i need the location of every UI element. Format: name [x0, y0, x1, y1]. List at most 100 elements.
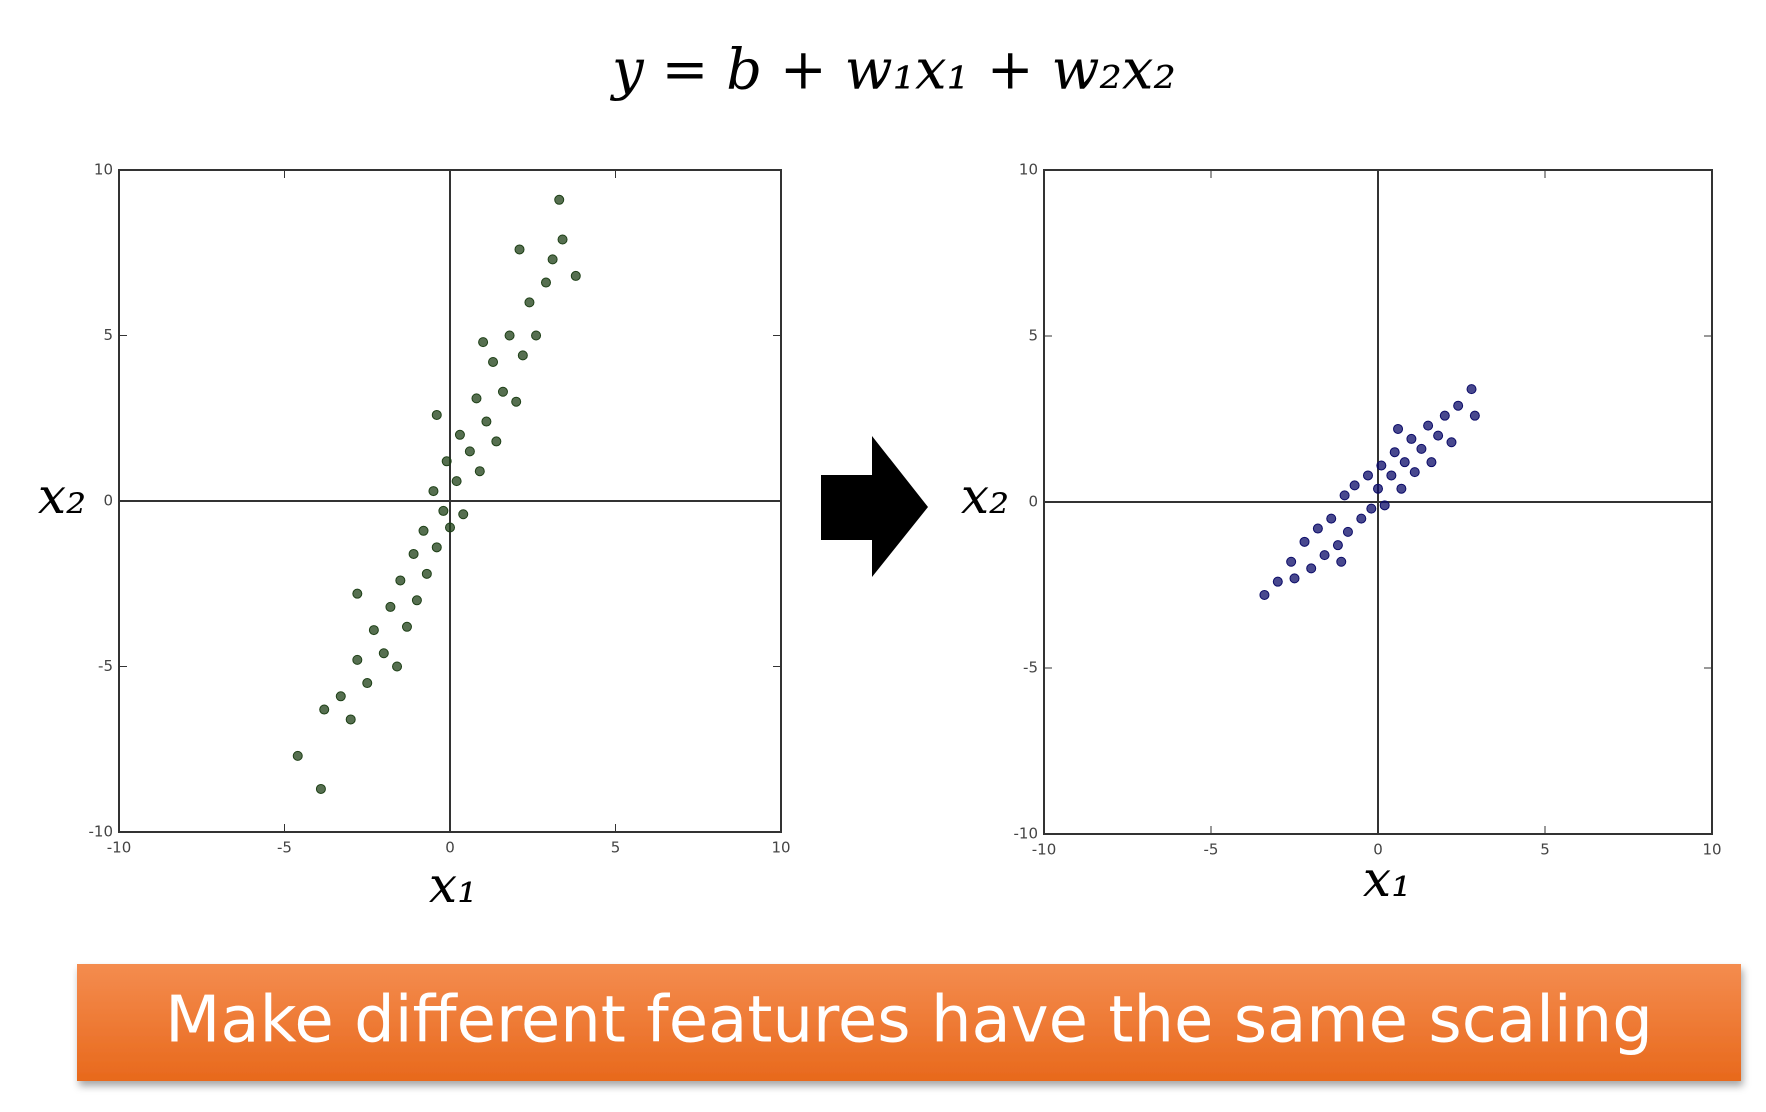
point	[557, 234, 568, 245]
point	[441, 456, 452, 467]
x-tick-label: 5	[1540, 841, 1550, 859]
point	[511, 396, 522, 407]
point	[1349, 480, 1360, 491]
point	[454, 429, 465, 440]
point	[345, 714, 356, 725]
point	[292, 750, 303, 761]
y-tick-label: 10	[1019, 161, 1038, 179]
y-tick-label: -10	[89, 823, 114, 841]
y-tick-label: 5	[103, 326, 113, 344]
point	[1389, 447, 1400, 458]
point	[1433, 430, 1444, 441]
point	[362, 678, 373, 689]
point	[1393, 423, 1404, 434]
point	[319, 704, 330, 715]
point	[438, 505, 449, 516]
point	[1286, 556, 1297, 567]
y-tick-label: -5	[98, 657, 113, 675]
chart: -10 -5 0 5 10 -10 -5 0 5 10 x₁ x₂	[961, 161, 1722, 909]
banner	[77, 964, 1741, 1081]
point	[464, 446, 475, 457]
point	[504, 330, 515, 341]
point	[554, 194, 565, 205]
point	[488, 356, 499, 367]
x-tick-label: -5	[1204, 841, 1219, 859]
y-tick-label: 0	[103, 492, 113, 510]
point	[411, 595, 422, 606]
x-tick-label: -10	[1032, 841, 1057, 859]
y-tick-label: 0	[1028, 493, 1038, 511]
point	[478, 337, 489, 348]
point	[408, 548, 419, 559]
formula: y = b + w₁x₁ + w₂x₂	[609, 38, 1176, 103]
point	[401, 621, 412, 632]
point	[531, 330, 542, 341]
point	[1356, 513, 1367, 524]
point	[1379, 500, 1390, 511]
y-axis-label: x₂	[38, 467, 86, 525]
point	[1319, 550, 1330, 561]
point	[458, 509, 469, 520]
point	[1336, 556, 1347, 567]
point	[385, 601, 396, 612]
point	[1366, 503, 1377, 514]
y-tick-label: 5	[1028, 327, 1038, 345]
point	[481, 416, 492, 427]
y-tick-label: -10	[1014, 825, 1039, 843]
point	[1376, 460, 1387, 471]
point	[547, 254, 558, 265]
point	[1423, 420, 1434, 431]
point	[1426, 457, 1437, 468]
point	[1342, 526, 1353, 537]
point	[1326, 513, 1337, 524]
point	[497, 386, 508, 397]
point	[540, 277, 551, 288]
point	[1299, 536, 1310, 547]
x-tick-label: 10	[1702, 841, 1721, 859]
x-tick-label: 5	[611, 839, 621, 857]
x-axis-label: x₁	[429, 856, 477, 914]
point	[315, 783, 326, 794]
transform-arrow	[821, 436, 928, 577]
point	[1446, 437, 1457, 448]
point	[1373, 483, 1383, 494]
point	[1416, 443, 1427, 454]
point	[1469, 410, 1480, 421]
x-tick-label: 0	[1373, 841, 1383, 859]
point	[1289, 573, 1300, 584]
point	[570, 270, 581, 281]
point	[471, 393, 482, 404]
point	[1386, 470, 1397, 481]
point	[395, 575, 406, 586]
x-tick-label: -5	[277, 839, 292, 857]
x-tick-label: -10	[107, 839, 132, 857]
point	[474, 466, 485, 477]
y-tick-label: -5	[1023, 659, 1038, 677]
point	[1339, 490, 1350, 501]
point	[352, 654, 363, 665]
point	[1453, 400, 1464, 411]
point	[431, 409, 442, 420]
point	[451, 476, 462, 487]
point	[1306, 563, 1317, 574]
chart: -10 -5 0 5 10 -10 -5 0 5 10 x₁ x₂	[38, 161, 791, 915]
point	[445, 522, 455, 533]
x-axis-label: x₁	[1363, 850, 1411, 908]
point	[1406, 433, 1417, 444]
point	[1312, 523, 1323, 534]
point	[431, 542, 442, 553]
point	[1466, 384, 1477, 395]
x-tick-label: 10	[771, 839, 790, 857]
point	[524, 297, 535, 308]
point	[421, 568, 432, 579]
banner-text: Make different features have the same sc…	[165, 984, 1653, 1058]
point	[1362, 470, 1373, 481]
point	[378, 648, 389, 659]
point	[1332, 540, 1343, 551]
y-tick-label: 10	[94, 161, 113, 179]
point	[1439, 410, 1450, 421]
point	[418, 525, 429, 536]
point	[1396, 483, 1407, 494]
point	[352, 588, 363, 599]
